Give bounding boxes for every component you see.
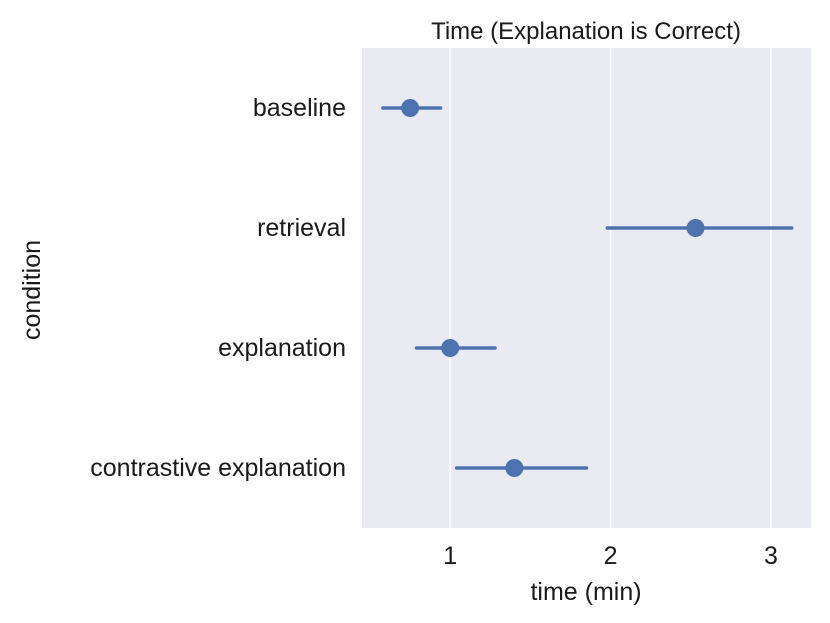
plot-area bbox=[362, 48, 811, 528]
y-tick-labels: baseline retrieval explanation contrastive … bbox=[90, 94, 346, 482]
x-tick-label: 1 bbox=[443, 542, 457, 570]
mean-point bbox=[441, 339, 460, 357]
chart-title: Time (Explanation is Correct) bbox=[431, 18, 741, 45]
x-tick-label: 2 bbox=[604, 542, 618, 570]
mean-point bbox=[401, 99, 420, 117]
mean-point bbox=[686, 219, 705, 237]
x-axis-label: time (min) bbox=[530, 578, 641, 606]
category-label: baseline bbox=[253, 94, 346, 122]
mean-point bbox=[505, 459, 524, 477]
category-label: contrastive explanation bbox=[90, 454, 346, 482]
y-axis-label: condition bbox=[18, 240, 46, 340]
data-marks bbox=[381, 99, 794, 477]
category-label: explanation bbox=[218, 334, 346, 362]
category-label: retrieval bbox=[257, 214, 346, 242]
x-tick-label: 3 bbox=[764, 542, 778, 570]
gridlines bbox=[449, 48, 772, 528]
x-tick-labels: 1 2 3 bbox=[443, 542, 778, 570]
